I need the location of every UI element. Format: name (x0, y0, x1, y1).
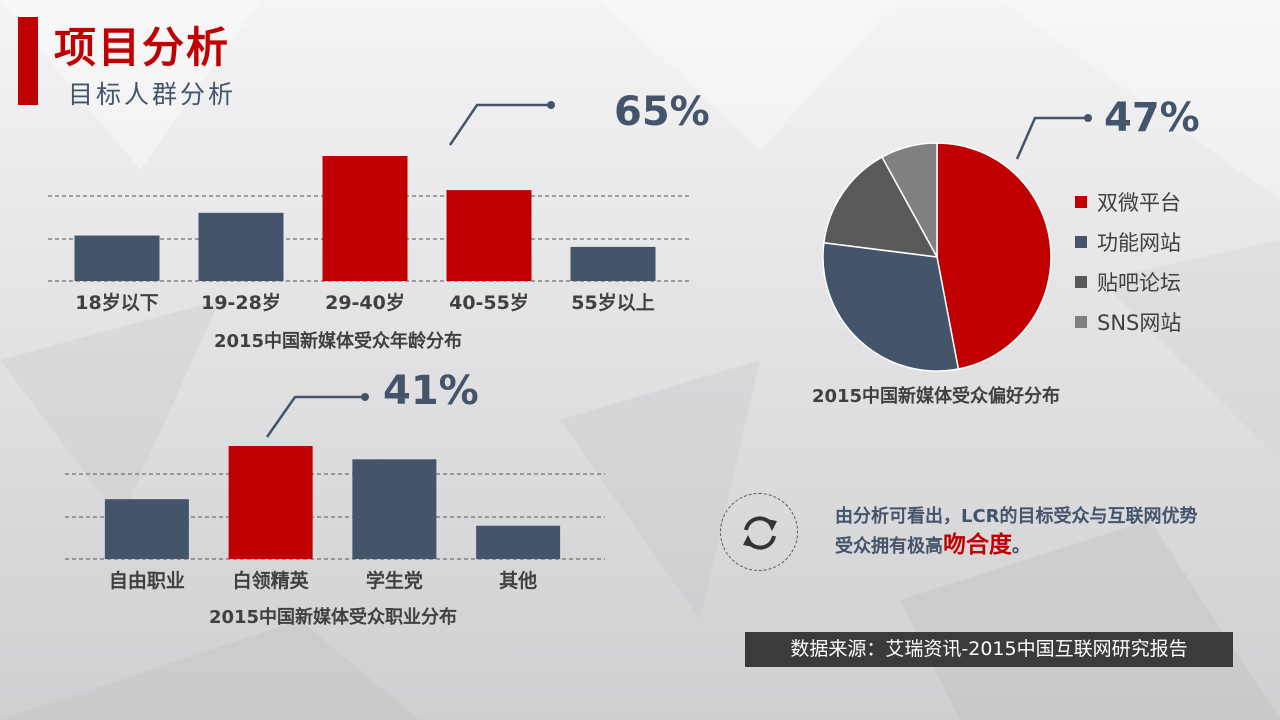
legend-swatch (1075, 196, 1087, 208)
tick-label: 自由职业 (109, 569, 185, 592)
callout-line (448, 103, 551, 146)
bar (352, 459, 437, 559)
pie-slice (936, 142, 1052, 370)
tick-label: 白领精英 (233, 569, 310, 592)
pie-slice (881, 142, 938, 258)
legend-item-tieba: 贴吧论坛 (1075, 262, 1181, 302)
callout-dot (547, 101, 555, 109)
bar (104, 499, 189, 559)
bar (74, 235, 160, 281)
page-title: 项目分析 (54, 23, 231, 72)
legend-swatch (1075, 236, 1087, 248)
callout-line (1015, 116, 1088, 160)
pie-slice (822, 241, 960, 372)
legend-item-sns: SNS网站 (1075, 302, 1181, 342)
tick-label: 55岁以上 (571, 291, 654, 314)
title-accent-bar (18, 17, 38, 105)
occupation-bar-chart: 自由职业 白领精英 学生党 其他 2015中国新媒体受众职业分布 41% (65, 368, 605, 628)
legend-label: 功能网站 (1097, 231, 1181, 255)
legend-item-shuangwei: 双微平台 (1075, 182, 1181, 222)
legend-label: 双微平台 (1097, 191, 1181, 215)
data-source-banner: 数据来源：艾瑞资讯-2015中国互联网研究报告 (745, 632, 1233, 667)
legend-swatch (1075, 316, 1087, 328)
pie-slice (823, 156, 939, 258)
page-subtitle: 目标人群分析 (68, 80, 237, 109)
callout-line (265, 395, 365, 438)
refresh-icon (720, 493, 798, 571)
bar (228, 446, 313, 559)
tick-label: 其他 (499, 569, 537, 592)
chart-title: 2015中国新媒体受众年龄分布 (214, 330, 462, 352)
tick-label: 40-55岁 (449, 291, 529, 314)
callout-value: 47% (1104, 95, 1200, 141)
tick-label: 29-40岁 (325, 291, 405, 314)
tick-label: 18岁以下 (75, 291, 158, 314)
chart-title: 2015中国新媒体受众职业分布 (209, 606, 457, 628)
pie-legend: 双微平台 功能网站 贴吧论坛 SNS网站 (1075, 182, 1181, 342)
callout-value: 41% (383, 368, 479, 414)
callout-dot (361, 393, 369, 401)
bar (198, 212, 284, 281)
tick-label: 学生党 (366, 569, 423, 592)
bar (322, 156, 408, 281)
conclusion-highlight: 吻合度 (943, 532, 1012, 558)
refresh-arrows-icon (743, 516, 777, 550)
callout-value: 65% (614, 89, 710, 135)
chart-title: 2015中国新媒体受众偏好分布 (812, 385, 1060, 407)
conclusion-text: 由分析可看出，LCR的目标受众与互联网优势受众拥有极高吻合度。 (835, 502, 1205, 561)
conclusion-end: 。 (1012, 536, 1030, 557)
legend-swatch (1075, 276, 1087, 288)
conclusion-body: 由分析可看出，LCR的目标受众与互联网优势受众拥有极高 (835, 506, 1198, 557)
legend-label: SNS网站 (1097, 311, 1182, 335)
legend-label: 贴吧论坛 (1097, 271, 1181, 295)
bar (446, 190, 532, 281)
preference-pie-chart: 47% 2015中国新媒体受众偏好分布 (812, 95, 1200, 407)
tick-label: 19-28岁 (201, 291, 281, 314)
callout-dot (1084, 114, 1092, 122)
bar (476, 525, 561, 559)
age-bar-chart: 18岁以下 19-28岁 29-40岁 40-55岁 55岁以上 2015中国新媒体受众年… (48, 89, 710, 352)
legend-item-gongneng: 功能网站 (1075, 222, 1181, 262)
bar (570, 246, 656, 281)
